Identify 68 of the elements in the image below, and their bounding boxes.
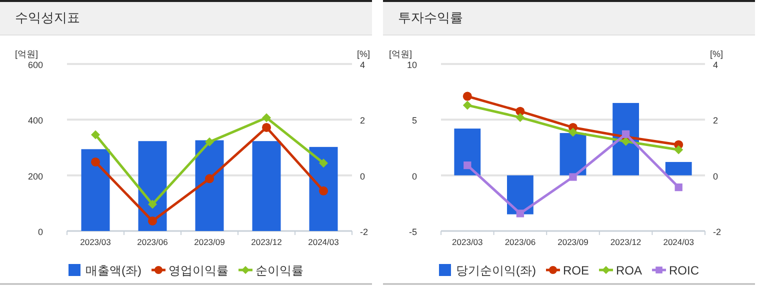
point [262, 122, 271, 132]
point [464, 161, 472, 170]
point [568, 128, 578, 137]
y-tick-label: 5 [412, 116, 417, 126]
x-tick-label: 2023/06 [504, 237, 536, 247]
bar [195, 140, 224, 231]
legend-label: 당기순이익(좌) [456, 264, 536, 278]
bar [560, 133, 586, 176]
point [148, 200, 157, 209]
bar [81, 149, 110, 231]
point [91, 130, 100, 140]
point [674, 183, 682, 192]
x-tick-label: 2023/03 [80, 237, 112, 247]
y-tick-label: 600 [28, 60, 43, 70]
x-tick-label: 2023/09 [194, 237, 226, 247]
point [262, 113, 271, 122]
y2-tick-label: 2 [713, 116, 718, 126]
bar [252, 141, 281, 231]
point [516, 112, 525, 122]
y2-tick-label: -2 [360, 227, 368, 237]
x-tick-label: 2023/12 [251, 237, 282, 247]
bar [309, 146, 338, 231]
legend-label: ROE [562, 264, 589, 278]
y-tick-label: 0 [412, 171, 417, 182]
y2-axis-title: [%] [710, 49, 724, 59]
y-axis-title: [억원] [15, 49, 38, 59]
legend-label: ROIC [669, 264, 700, 278]
y-tick-label: 0 [38, 227, 43, 237]
x-tick-label: 2024/03 [308, 237, 340, 247]
legend-label: 매출액(좌) [86, 264, 142, 278]
y2-tick-label: 0 [360, 171, 366, 182]
bar [454, 128, 481, 176]
point [516, 210, 524, 218]
y2-tick-label: -2 [713, 227, 722, 237]
y2-axis-title: [%] [357, 49, 370, 59]
x-tick-label: 2023/12 [610, 237, 642, 247]
x-tick-label: 2024/03 [663, 237, 694, 247]
y-axis-title: [억원] [389, 49, 412, 59]
point [622, 130, 630, 138]
point [148, 216, 157, 226]
legend-label: 순이익률 [256, 264, 304, 278]
point [621, 136, 630, 146]
point [319, 186, 328, 196]
y-tick-label: 200 [28, 171, 43, 182]
y-tick-label: 10 [406, 60, 417, 70]
y2-tick-label: 0 [713, 171, 718, 182]
point [674, 145, 684, 154]
chart-title: 투자수익률 [398, 10, 463, 25]
y2-tick-label: 2 [360, 116, 366, 126]
chart-title: 수익성지표 [15, 10, 80, 25]
bar [507, 175, 534, 214]
point [319, 158, 328, 168]
y2-tick-label: 4 [713, 60, 718, 70]
point [569, 173, 577, 181]
bar [665, 162, 692, 176]
point [91, 157, 100, 166]
legend-label: 영업이익률 [168, 264, 228, 278]
point [462, 92, 472, 101]
y-tick-label: 400 [28, 116, 43, 126]
x-tick-label: 2023/06 [137, 237, 168, 247]
point [205, 137, 214, 146]
legend-label: ROA [616, 264, 642, 278]
x-tick-label: 2023/09 [558, 237, 589, 247]
point [205, 174, 214, 184]
y2-tick-label: 4 [360, 60, 366, 70]
point [462, 100, 472, 110]
y-tick-label: -5 [408, 227, 417, 237]
x-tick-label: 2023/03 [452, 237, 484, 247]
